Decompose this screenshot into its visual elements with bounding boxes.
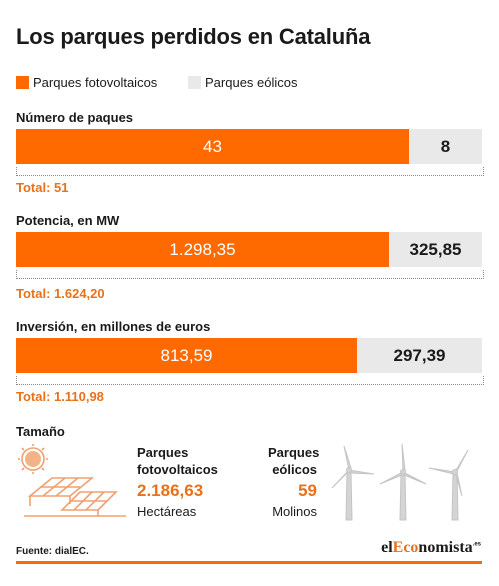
publisher-logo: elEconomista.es: [381, 539, 481, 557]
legend-item-wind: Parques eólicos: [188, 75, 298, 90]
total-bracket-investment: [16, 376, 484, 385]
total-bracket-power: [16, 270, 484, 279]
solar-size-stat: Parques fotovoltaicos 2.186,63 Hectáreas: [137, 444, 218, 520]
bar-solar-count: 43: [16, 129, 409, 164]
group-label-count: Número de paques: [16, 110, 134, 125]
legend-item-solar: Parques fotovoltaicos: [16, 75, 157, 90]
wind-size-label-line1: Parques: [268, 445, 320, 460]
size-section-title: Tamaño: [16, 424, 65, 439]
solar-panel-icon: [18, 444, 126, 517]
wind-size-unit: Molinos: [272, 504, 317, 519]
value-label-solar-power: 1.298,35: [169, 239, 236, 259]
solar-size-unit: Hectáreas: [137, 504, 197, 519]
bar-row-count: 43 8: [16, 129, 482, 164]
value-label-wind-investment: 297,39: [393, 345, 446, 365]
total-label-investment: Total: 1.110,98: [16, 389, 104, 404]
footer-rule: [16, 561, 482, 564]
bar-solar-investment: 813,59: [16, 338, 357, 373]
legend-swatch-solar: [16, 76, 29, 89]
value-label-solar-investment: 813,59: [160, 345, 213, 365]
group-label-investment: Inversión, en millones de euros: [16, 319, 211, 334]
value-label-wind-count: 8: [440, 136, 451, 156]
value-label-solar-count: 43: [203, 136, 222, 156]
solar-size-value: 2.186,63: [137, 481, 204, 500]
wind-size-value: 59: [298, 481, 317, 500]
bar-row-investment: 813,59 297,39: [16, 338, 482, 373]
group-label-power: Potencia, en MW: [16, 213, 120, 228]
logo-tld: .es: [472, 541, 481, 548]
bar-solar-power: 1.298,35: [16, 232, 389, 267]
source-note: Fuente: dialEC.: [16, 546, 89, 557]
bar-row-power: 1.298,35 325,85: [16, 232, 482, 267]
total-bracket-count: [16, 167, 484, 176]
solar-size-label-line2: fotovoltaicos: [137, 462, 218, 477]
logo-accent: Eco: [392, 539, 419, 556]
value-label-wind-power: 325,85: [409, 239, 462, 259]
total-label-power: Total: 1.624,20: [16, 286, 105, 301]
wind-size-label-line2: eólicos: [272, 462, 317, 477]
chart-title: Los parques perdidos en Cataluña: [16, 24, 371, 49]
logo-suffix: nomista: [418, 539, 473, 556]
wind-turbines-icon: [331, 443, 469, 521]
logo-prefix: el: [381, 539, 393, 556]
bar-wind-power: 325,85: [389, 232, 482, 267]
bar-wind-count: 8: [409, 129, 482, 164]
solar-size-label-line1: Parques: [137, 445, 189, 460]
legend-label-solar: Parques fotovoltaicos: [33, 75, 158, 90]
legend-label-wind: Parques eólicos: [205, 75, 298, 90]
legend-swatch-wind: [188, 76, 201, 89]
bar-wind-investment: 297,39: [357, 338, 482, 373]
total-label-count: Total: 51: [16, 180, 69, 195]
wind-size-stat: Parques eólicos 59 Molinos: [268, 444, 320, 520]
